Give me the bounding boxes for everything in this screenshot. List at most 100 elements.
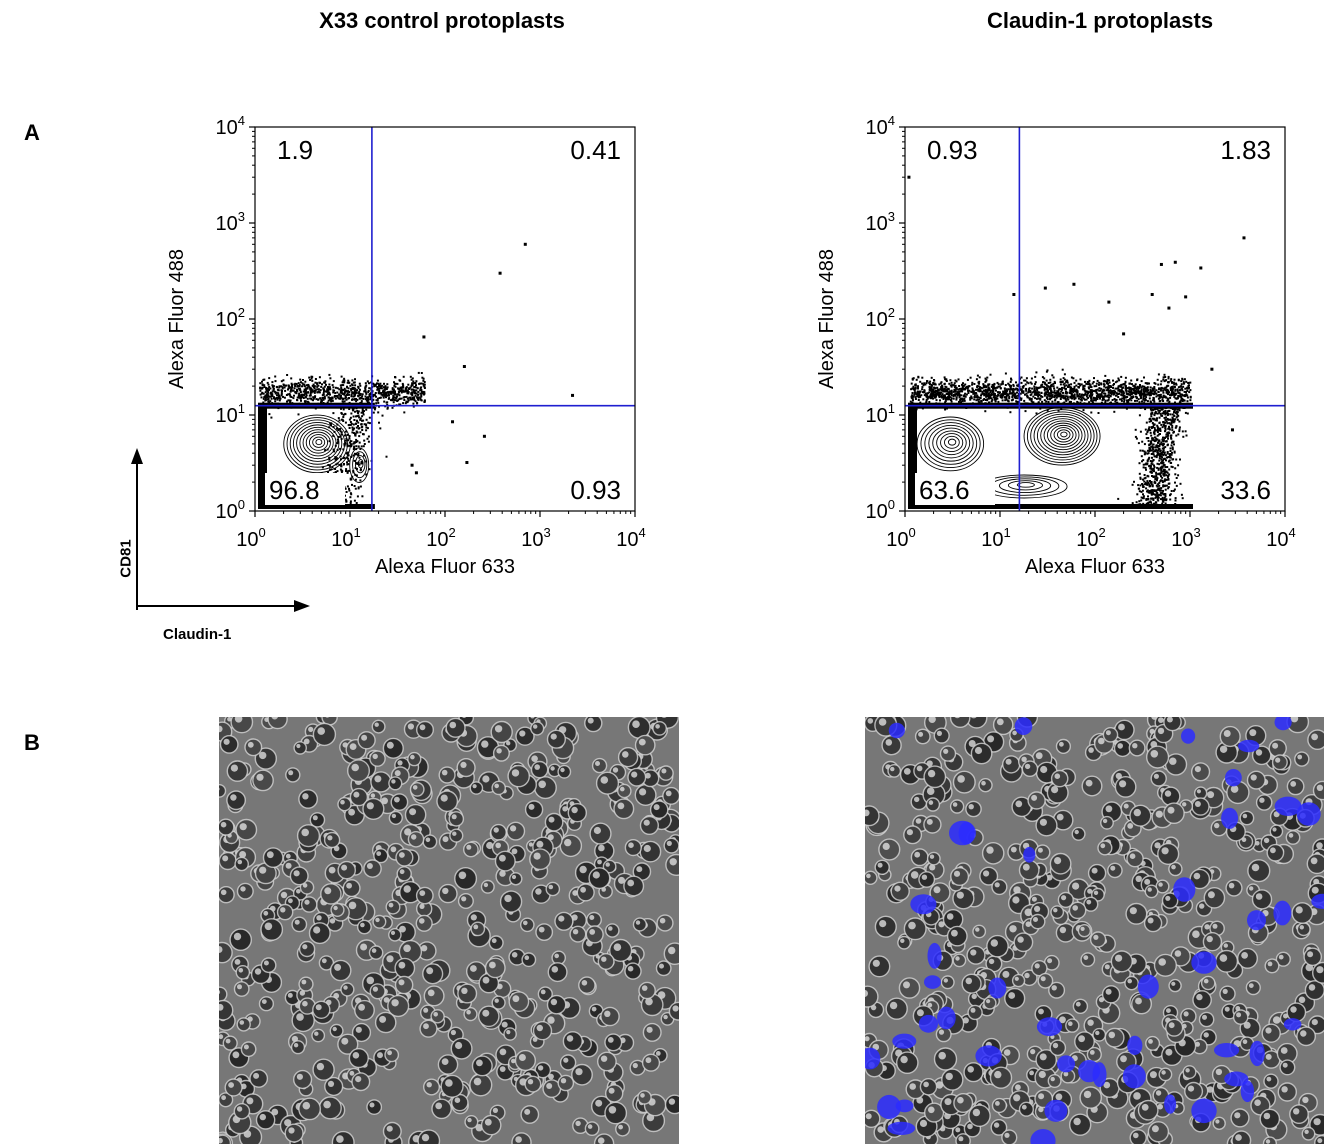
cell [291,916,308,933]
cell-highlight [524,1108,531,1115]
cell [1289,1104,1309,1124]
cell [456,757,476,778]
cell-highlight [1158,717,1164,723]
cell-highlight [655,724,660,729]
blue-stained-cell [1238,739,1260,753]
cell [480,1114,502,1136]
cell-highlight [1223,730,1231,737]
cell [219,735,239,754]
cell-highlight [1161,1070,1166,1075]
contour-ring [1050,424,1077,446]
cell [1104,1027,1125,1048]
cell [300,896,318,913]
cell-highlight [458,871,467,880]
cell-highlight [909,1083,916,1090]
cell [226,790,247,811]
cell [1080,952,1096,968]
cell [298,976,314,992]
cell [604,1033,623,1052]
cell-highlight [1298,996,1306,1004]
cell-highlight [638,738,646,746]
axis-pileup-left [908,403,917,508]
cell-highlight [581,980,588,986]
cell-highlight [1147,887,1152,892]
cell-highlight [1080,926,1085,931]
cell [521,952,537,968]
blue-stained-cell [1225,769,1242,787]
cell-highlight [346,882,352,889]
cell-highlight [1008,992,1016,999]
cell-highlight [266,851,274,859]
quadrant-label-lower-left: 63.6 [919,475,970,505]
cell [509,872,523,886]
cell-highlight [632,720,640,728]
cell-highlight [1059,1016,1066,1024]
cell-highlight [247,741,254,748]
cell-highlight [1034,963,1040,969]
cell [1072,998,1089,1014]
cell [262,847,284,869]
cell [499,890,523,913]
cell-highlight [1230,785,1239,793]
cell [1021,760,1039,778]
cell [1126,849,1144,868]
cell [462,841,479,858]
cell [638,981,656,1000]
cell [233,981,250,997]
cell-highlight [1038,1008,1044,1015]
cell [252,769,274,792]
cell [1077,923,1092,938]
cell [557,1074,575,1092]
cell-highlight [1302,1096,1309,1104]
cell-highlight [1004,1132,1010,1138]
cell-highlight [511,1058,516,1064]
cell-highlight [591,1006,597,1012]
cell-highlight [228,1082,234,1088]
cell [1145,1035,1161,1051]
cell [617,747,639,768]
cell [1191,797,1210,816]
cell [1110,950,1133,973]
cell [219,941,233,964]
cell-highlight [885,739,893,746]
cell [419,1019,438,1038]
outlier-point [1072,282,1076,286]
cell-highlight [916,1009,924,1017]
cell [585,925,604,944]
cell-highlight [445,1079,453,1087]
cell-highlight [547,1016,555,1024]
cell-highlight [957,1096,964,1104]
cell-highlight [1072,882,1080,890]
contour-ring [1040,418,1086,453]
cell-highlight [219,1003,224,1011]
cell-highlight [605,862,610,867]
cell-highlight [1311,886,1319,894]
cell-highlight [1123,803,1129,809]
cell-highlight [323,1100,331,1109]
cell-highlight [1157,727,1165,735]
cell [1168,978,1182,993]
cell-highlight [546,1083,553,1089]
contour-ring [920,419,981,469]
cell [919,1077,938,1096]
cell-highlight [575,1120,581,1127]
column-title-claudin: Claudin-1 protoplasts [986,8,1214,33]
cell-highlight [1105,730,1111,736]
cell-highlight [936,730,942,736]
cell [1264,958,1280,974]
cell [229,928,253,951]
cell-highlight [1024,972,1030,979]
cell [395,848,414,867]
cell-highlight [550,998,558,1006]
cell-highlight [399,869,405,875]
cell-highlight [962,1017,969,1024]
cell-highlight [877,1126,884,1133]
cell [457,892,474,909]
cell-highlight [288,1127,295,1134]
cell-highlight [329,918,336,924]
blue-stained-cell [1023,846,1036,863]
cell-highlight [1074,829,1079,835]
fluorescent-cells [865,717,1324,1144]
cell-highlight [1061,895,1067,901]
x-axis-label: Alexa Fluor 633 [1025,556,1165,578]
